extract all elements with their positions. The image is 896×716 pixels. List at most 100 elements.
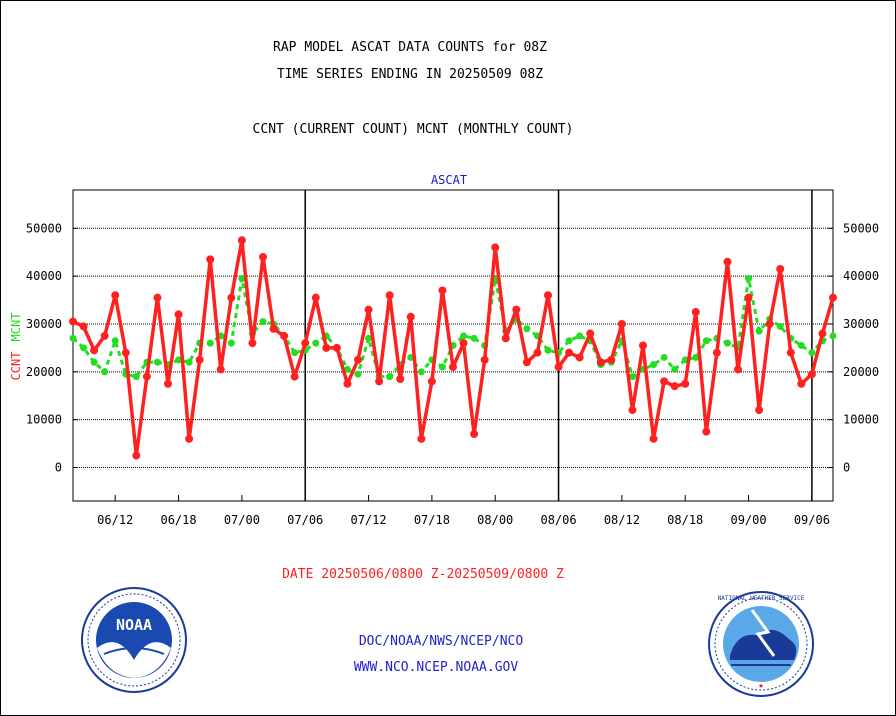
data-point-ccnt xyxy=(417,434,426,443)
x-tick-label: 07/18 xyxy=(414,513,450,527)
svg-text:★: ★ xyxy=(758,681,764,691)
data-point-ccnt xyxy=(449,363,457,372)
data-point-ccnt xyxy=(596,358,605,367)
y-tick-label-right: 50000 xyxy=(843,221,879,235)
data-point-mcnt xyxy=(650,361,658,369)
data-point-mcnt xyxy=(354,370,362,378)
data-point-ccnt xyxy=(259,252,267,261)
data-point-ccnt xyxy=(354,355,362,364)
data-point-ccnt xyxy=(554,363,563,372)
data-point-ccnt xyxy=(491,243,500,252)
data-point-mcnt xyxy=(755,327,763,335)
gridlines xyxy=(73,227,833,469)
data-point-ccnt xyxy=(565,348,574,357)
data-point-ccnt xyxy=(712,348,721,357)
y-tick-label-right: 20000 xyxy=(843,365,879,379)
data-point-mcnt xyxy=(101,368,109,376)
x-tick-label: 09/06 xyxy=(794,513,830,527)
legend-line: CCNT (CURRENT COUNT) MCNT (MONTHLY COUNT… xyxy=(253,122,574,137)
data-point-ccnt xyxy=(734,365,742,374)
data-point-mcnt xyxy=(692,353,700,361)
data-point-ccnt xyxy=(153,293,162,302)
data-point-ccnt xyxy=(227,293,236,302)
data-point-ccnt xyxy=(427,377,436,386)
x-tick-label: 09/00 xyxy=(730,513,766,527)
x-tick-label: 06/18 xyxy=(160,513,196,527)
data-point-ccnt xyxy=(639,341,647,350)
y-tick-label-right: 40000 xyxy=(843,269,879,283)
y-tick-label-left: 0 xyxy=(55,461,62,475)
data-point-ccnt xyxy=(765,319,774,328)
data-point-ccnt xyxy=(248,339,257,348)
data-point-ccnt xyxy=(755,406,764,415)
data-point-mcnt xyxy=(808,349,816,357)
x-tick-label: 06/12 xyxy=(97,513,133,527)
data-point-ccnt xyxy=(90,346,99,355)
title-line-2: TIME SERIES ENDING IN 20250509 08Z xyxy=(277,67,543,82)
data-point-ccnt xyxy=(121,348,130,357)
data-point-ccnt xyxy=(607,355,616,364)
x-tick-label: 07/12 xyxy=(350,513,386,527)
data-point-mcnt xyxy=(291,349,299,357)
data-point-mcnt xyxy=(238,275,246,283)
data-point-ccnt xyxy=(544,291,552,300)
y-tick-label-right: 30000 xyxy=(843,317,879,331)
data-point-ccnt xyxy=(406,312,415,321)
x-tick-label: 08/00 xyxy=(477,513,513,527)
data-point-mcnt xyxy=(132,373,140,381)
series-ccnt xyxy=(69,236,837,460)
y-axis-right-labels: 0 10000 20000 30000 40000 50000 xyxy=(843,221,879,474)
data-point-ccnt xyxy=(818,329,827,338)
data-point-ccnt xyxy=(670,382,679,391)
series-group xyxy=(69,236,837,460)
data-point-mcnt xyxy=(90,358,98,366)
x-tick-label: 08/06 xyxy=(540,513,576,527)
y-tick-label-left: 40000 xyxy=(26,269,62,283)
data-point-ccnt xyxy=(280,331,289,340)
data-point-ccnt xyxy=(385,291,394,300)
data-point-ccnt xyxy=(216,365,225,374)
data-point-mcnt xyxy=(386,373,394,381)
data-point-ccnt xyxy=(132,451,141,460)
data-point-mcnt xyxy=(343,365,351,373)
data-point-ccnt xyxy=(332,343,341,352)
data-point-ccnt xyxy=(501,334,510,343)
data-point-ccnt xyxy=(290,372,299,381)
data-point-mcnt xyxy=(628,373,636,381)
data-point-ccnt xyxy=(470,430,479,439)
plot-title: ASCAT xyxy=(431,173,467,187)
data-point-ccnt xyxy=(301,339,310,348)
data-point-mcnt xyxy=(80,344,88,352)
data-point-mcnt xyxy=(470,334,478,342)
data-point-ccnt xyxy=(617,319,626,328)
data-point-ccnt xyxy=(575,353,584,362)
data-point-ccnt xyxy=(375,377,384,386)
data-point-ccnt xyxy=(195,355,204,364)
data-point-ccnt xyxy=(174,310,183,319)
nws-logo: ★ NATIONAL WEATHER SERVICE xyxy=(708,591,814,697)
data-point-mcnt xyxy=(776,322,784,330)
data-point-ccnt xyxy=(776,264,785,273)
data-point-ccnt xyxy=(269,324,278,333)
data-point-ccnt xyxy=(311,293,320,302)
data-point-ccnt xyxy=(533,348,542,357)
data-point-ccnt xyxy=(111,291,120,300)
data-point-mcnt xyxy=(565,337,573,345)
data-point-mcnt xyxy=(544,346,552,354)
data-point-mcnt xyxy=(69,334,77,342)
date-range: DATE 20250506/0800 Z-20250509/0800 Z xyxy=(282,567,564,582)
data-point-ccnt xyxy=(807,370,816,379)
data-point-ccnt xyxy=(786,348,795,357)
data-point-ccnt xyxy=(522,358,531,367)
data-point-mcnt xyxy=(438,363,446,371)
data-point-ccnt xyxy=(69,317,77,326)
data-point-mcnt xyxy=(185,358,193,366)
y-label-mcnt: MCNT xyxy=(9,313,23,342)
y-tick-label-left: 50000 xyxy=(26,221,62,235)
data-point-ccnt xyxy=(649,434,658,443)
data-point-mcnt xyxy=(417,368,425,376)
data-point-mcnt xyxy=(312,339,320,347)
y-axis-left-labels: 0 10000 20000 30000 40000 50000 xyxy=(26,221,62,474)
data-point-ccnt xyxy=(459,339,468,348)
data-point-ccnt xyxy=(681,379,690,388)
